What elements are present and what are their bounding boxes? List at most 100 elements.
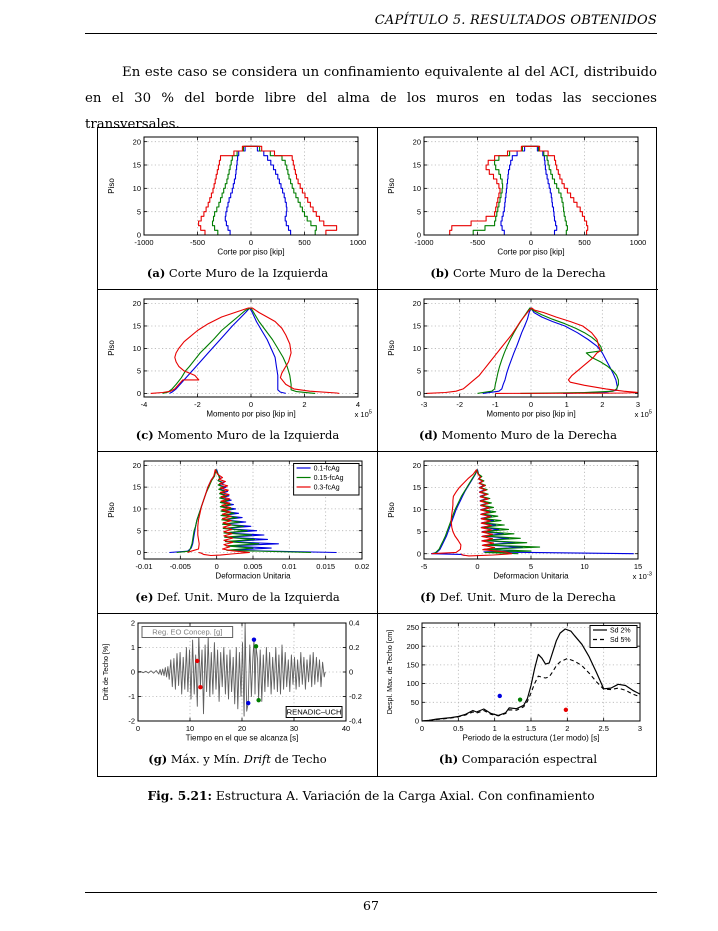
svg-text:10: 10 <box>413 344 421 353</box>
chart-e-plot: -0.01 -0.005 0 0.005 0.01 0.015 0.02 0 5 10 15 20 De… <box>107 460 370 581</box>
svg-text:10: 10 <box>133 344 141 353</box>
svg-text:500: 500 <box>298 238 311 247</box>
svg-text:5: 5 <box>417 527 421 536</box>
svg-text:2: 2 <box>302 400 306 409</box>
svg-text:Deformacion Unitaria: Deformacion Unitaria <box>215 572 291 581</box>
svg-text:2: 2 <box>600 400 604 409</box>
chart-g-plot: 0 10 20 30 40 -2 -1 0 1 2 -0.4 -0.2 0 0.2 0.4 Tiempo en… <box>101 619 362 743</box>
svg-text:20: 20 <box>413 137 421 146</box>
svg-text:0: 0 <box>131 668 135 677</box>
chart-cell-f: -5 0 5 10 15 0 5 10 15 20 Deformacion Unitaria Piso… <box>378 452 658 614</box>
chart-e-legend: 0.1-fcAg 0.15-fcAg 0.3-fcAg <box>293 463 360 496</box>
chart-h-legend: Sd 2% Sd 5% <box>589 625 638 648</box>
chart-d-caption: (d) Momento Muro de la Derecha <box>419 428 617 442</box>
svg-text:-0.2: -0.2 <box>349 692 362 701</box>
svg-text:20: 20 <box>133 299 141 308</box>
svg-text:Sd 5%: Sd 5% <box>610 637 631 644</box>
chart-cell-c: -4 -2 0 2 4 0 5 10 15 20 Momento por piso [kip in]… <box>98 290 378 452</box>
svg-text:0.1-fcAg: 0.1-fcAg <box>314 465 340 472</box>
svg-text:2: 2 <box>565 724 569 733</box>
svg-text:3: 3 <box>636 400 640 409</box>
svg-text:Piso: Piso <box>387 340 396 356</box>
svg-text:20: 20 <box>413 461 421 470</box>
svg-text:x 105: x 105 <box>635 410 652 420</box>
svg-text:30: 30 <box>290 724 298 733</box>
svg-text:15: 15 <box>133 322 141 331</box>
svg-text:0.15-fcAg: 0.15-fcAg <box>314 475 344 482</box>
svg-text:15: 15 <box>133 161 141 170</box>
svg-text:-0.005: -0.005 <box>170 562 191 571</box>
svg-text:Periodo de la estructura (1er: Periodo de la estructura (1er modo) [s] <box>463 734 600 743</box>
svg-text:RENADIC–UCH: RENADIC–UCH <box>287 708 342 717</box>
svg-text:-2: -2 <box>194 400 201 409</box>
svg-text:Momento por piso [kip in]: Momento por piso [kip in] <box>486 410 575 419</box>
svg-text:Momento por piso [kip in]: Momento por piso [kip in] <box>206 410 295 419</box>
svg-text:3: 3 <box>638 724 642 733</box>
svg-text:0: 0 <box>249 238 253 247</box>
svg-text:10: 10 <box>186 724 194 733</box>
svg-text:0: 0 <box>349 668 353 677</box>
svg-text:5: 5 <box>137 207 141 216</box>
svg-text:0: 0 <box>529 238 533 247</box>
chart-d-plot: -3 -2 -1 0 1 2 3 0 5 10 15 20 Momento por piso [kip … <box>387 298 652 420</box>
svg-text:5: 5 <box>137 526 141 535</box>
svg-text:0: 0 <box>136 724 140 733</box>
svg-text:15: 15 <box>634 562 642 571</box>
svg-text:Corte por piso [kip]: Corte por piso [kip] <box>497 248 564 257</box>
chart-g-textbox: RENADIC–UCH <box>285 706 343 718</box>
svg-text:0.4: 0.4 <box>349 619 359 628</box>
svg-text:-0.4: -0.4 <box>349 717 362 726</box>
svg-text:5: 5 <box>417 367 421 376</box>
svg-text:x 105: x 105 <box>355 410 372 420</box>
svg-text:-5: -5 <box>421 562 428 571</box>
chart-b-plot: -1000 -500 0 500 1000 0 5 10 15 20 Corte por piso … <box>387 136 646 257</box>
svg-text:0: 0 <box>417 231 421 240</box>
svg-text:0: 0 <box>215 562 219 571</box>
svg-text:5: 5 <box>529 562 533 571</box>
chart-f-caption: (f) Def. Unit. Muro de la Derecha <box>420 590 616 604</box>
svg-text:Despl. Max. de Techo [cm]: Despl. Max. de Techo [cm] <box>385 630 394 715</box>
svg-text:15: 15 <box>413 161 421 170</box>
svg-text:500: 500 <box>578 238 591 247</box>
svg-text:-0.01: -0.01 <box>135 562 152 571</box>
svg-text:-4: -4 <box>141 400 148 409</box>
chart-c-caption: (c) Momento Muro de la Izquierda <box>135 428 340 442</box>
svg-text:0: 0 <box>529 400 533 409</box>
svg-text:15: 15 <box>413 483 421 492</box>
figure-caption: Fig. 5.21: Estructura A. Variación de la… <box>85 789 657 803</box>
chart-a-plot: -1000 -500 0 500 1000 0 5 10 15 20 Corte por piso … <box>107 136 367 257</box>
chart-cell-b: -1000 -500 0 500 1000 0 5 10 15 20 Corte por piso … <box>378 128 658 290</box>
svg-text:10: 10 <box>413 505 421 514</box>
svg-text:0.5: 0.5 <box>453 724 463 733</box>
svg-text:1: 1 <box>131 643 135 652</box>
svg-text:Piso: Piso <box>387 502 396 518</box>
chart-cell-e: -0.01 -0.005 0 0.005 0.01 0.015 0.02 0 5 10 15 20 De… <box>98 452 378 614</box>
svg-text:1000: 1000 <box>350 238 367 247</box>
svg-text:Piso: Piso <box>107 502 116 518</box>
svg-text:0: 0 <box>420 724 424 733</box>
svg-text:20: 20 <box>133 461 141 470</box>
svg-text:Deformacion Unitaria: Deformacion Unitaria <box>493 572 569 581</box>
svg-text:Piso: Piso <box>107 178 116 194</box>
chart-cell-h: 0 0.5 1 1.5 2 2.5 3 0 50 100 150 200 250 Periodo de l… <box>378 614 658 776</box>
svg-text:-1: -1 <box>492 400 499 409</box>
svg-text:10: 10 <box>580 562 588 571</box>
svg-text:50: 50 <box>411 698 419 707</box>
svg-text:0.02: 0.02 <box>355 562 370 571</box>
svg-text:0.005: 0.005 <box>244 562 263 571</box>
svg-text:10: 10 <box>133 505 141 514</box>
svg-text:5: 5 <box>417 207 421 216</box>
svg-text:-500: -500 <box>190 238 205 247</box>
svg-text:0: 0 <box>137 548 141 557</box>
chart-e-caption: (e) Def. Unit. Muro de la Izquierda <box>135 590 340 604</box>
svg-text:20: 20 <box>413 299 421 308</box>
svg-text:-3: -3 <box>421 400 428 409</box>
svg-text:-500: -500 <box>470 238 485 247</box>
svg-text:-1000: -1000 <box>414 238 433 247</box>
svg-text:Sd 2%: Sd 2% <box>610 627 631 634</box>
svg-text:0: 0 <box>417 389 421 398</box>
svg-text:0.2: 0.2 <box>349 643 359 652</box>
svg-text:15: 15 <box>413 322 421 331</box>
svg-text:100: 100 <box>406 679 419 688</box>
